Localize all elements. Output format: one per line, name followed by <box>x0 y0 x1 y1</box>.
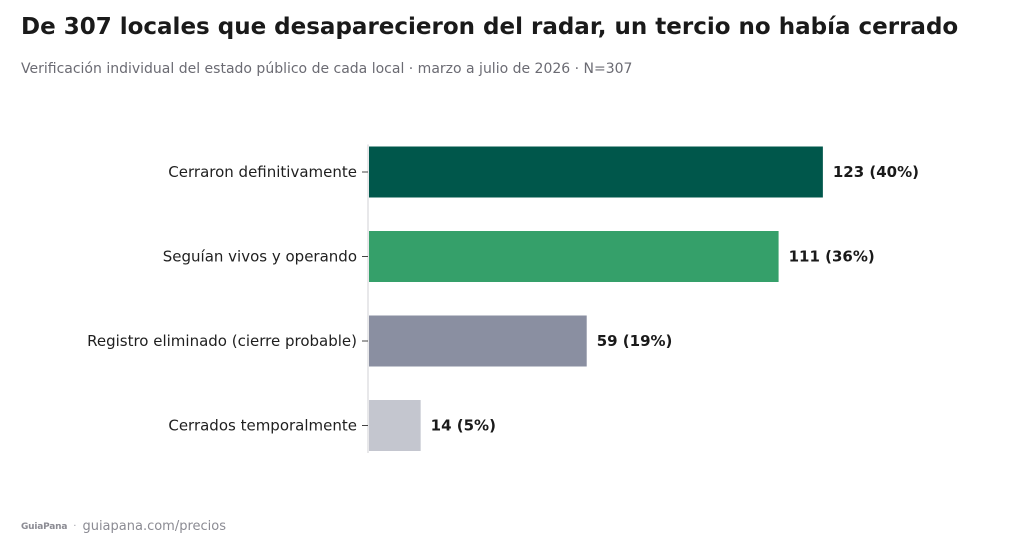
bar-value-label: 111 (36%) <box>789 248 875 266</box>
category-label: Cerrados temporalmente <box>168 417 357 435</box>
bar[interactable] <box>369 146 823 198</box>
category-label: Cerraron definitivamente <box>168 163 357 181</box>
category-label: Registro eliminado (cierre probable) <box>87 332 357 350</box>
chart-subtitle: Verificación individual del estado públi… <box>21 61 633 77</box>
source-link[interactable]: guiapana.com/precios <box>82 519 227 534</box>
bar-value-label: 123 (40%) <box>833 163 919 181</box>
bar-value-label: 59 (19%) <box>597 332 673 350</box>
category-label: Seguían vivos y operando <box>163 248 357 266</box>
bar[interactable] <box>369 231 779 282</box>
bar[interactable] <box>369 315 587 367</box>
brand-logo: GuiaPana <box>21 521 68 532</box>
chart-title: De 307 locales que desaparecieron del ra… <box>21 14 959 40</box>
footer: GuiaPana · guiapana.com/precios <box>21 519 226 534</box>
bar[interactable] <box>369 400 421 451</box>
bar-value-label: 14 (5%) <box>431 417 496 435</box>
footer-separator: · <box>73 521 77 532</box>
